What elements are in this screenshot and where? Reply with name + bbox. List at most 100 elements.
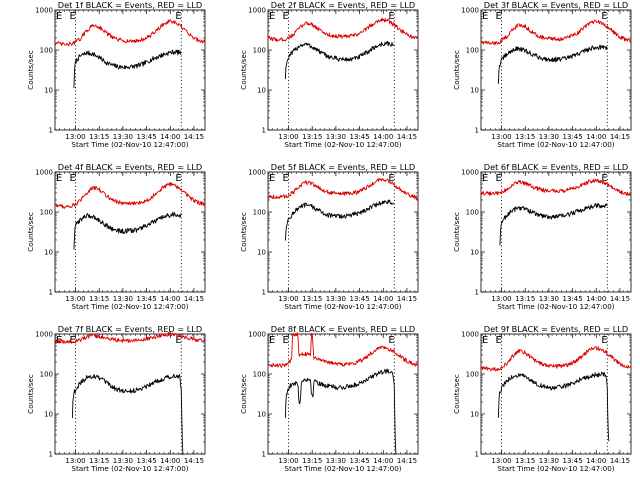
x-tick-label: 13:00 — [491, 295, 511, 303]
y-axis-label: Counts/sec — [26, 212, 35, 252]
edge-marker-label: E — [175, 11, 181, 22]
x-tick-label: 14:00 — [373, 295, 393, 303]
events-series-line — [73, 211, 182, 250]
y-tick-label: 10 — [257, 87, 266, 95]
x-tick-label: 14:15 — [610, 133, 630, 141]
edge-marker-label: E — [56, 11, 62, 22]
lld-series-line — [54, 19, 206, 47]
plot-title: Det 7f BLACK = Events, RED = LLD — [58, 324, 202, 334]
x-axis-label: Start Time (02-Nov-10 12:47:00) — [71, 464, 188, 473]
x-tick-label: 13:15 — [89, 457, 109, 465]
x-tick-label: 13:30 — [113, 295, 133, 303]
events-series-line — [284, 40, 395, 80]
x-tick-label: 13:15 — [302, 295, 322, 303]
x-tick-label: 14:15 — [184, 295, 204, 303]
lld-series-line — [267, 17, 419, 42]
edge-marker-label: E — [601, 11, 607, 22]
plot-frame — [267, 9, 419, 131]
plot-frame — [54, 333, 206, 455]
subplot-8: Det 8f BLACK = Events, RED = LLD 1 10 100 10… — [239, 324, 419, 473]
subplot-4: Det 4f BLACK = Events, RED = LLD 1 10 100 10… — [26, 162, 206, 311]
y-tick-label: 1 — [475, 289, 479, 297]
y-tick-label: 10 — [470, 249, 479, 257]
plot-title: Det 3f BLACK = Events, RED = LLD — [484, 0, 628, 10]
x-tick-label: 14:00 — [586, 457, 606, 465]
x-tick-label: 13:00 — [65, 457, 85, 465]
plot-frame — [267, 333, 419, 455]
subplot-7: Det 7f BLACK = Events, RED = LLD 1 10 100 10… — [26, 324, 206, 473]
edge-marker-label: E — [56, 173, 62, 184]
x-tick-label: 14:00 — [373, 133, 393, 141]
x-tick-label: 13:15 — [89, 133, 109, 141]
y-tick-label: 1 — [262, 289, 266, 297]
events-series-line — [497, 44, 608, 84]
y-tick-label: 10 — [44, 87, 53, 95]
lld-series-line — [480, 178, 632, 196]
subplot-1: Det 1f BLACK = Events, RED = LLD 1 10 100 10… — [26, 0, 206, 149]
plot-frame — [480, 333, 632, 455]
y-tick-label: 1 — [49, 289, 53, 297]
x-tick-label: 13:15 — [515, 133, 535, 141]
y-axis-label: Counts/sec — [452, 374, 461, 414]
x-tick-label: 14:00 — [586, 295, 606, 303]
plot-title: Det 1f BLACK = Events, RED = LLD — [58, 0, 202, 10]
x-tick-label: 13:00 — [278, 295, 298, 303]
x-tick-label: 13:45 — [562, 133, 582, 141]
x-axis-label: Start Time (02-Nov-10 12:47:00) — [71, 302, 188, 311]
events-series-line — [497, 371, 610, 442]
subplot-2: Det 2f BLACK = Events, RED = LLD 1 10 100 10… — [239, 0, 419, 149]
x-tick-label: 13:30 — [539, 133, 559, 141]
x-axis-label: Start Time (02-Nov-10 12:47:00) — [497, 302, 614, 311]
x-tick-label: 13:30 — [113, 457, 133, 465]
subplot-3: Det 3f BLACK = Events, RED = LLD 1 10 100 10… — [452, 0, 632, 149]
y-tick-label: 100 — [40, 209, 53, 217]
events-series-line — [284, 368, 397, 455]
x-tick-label: 14:15 — [397, 133, 417, 141]
lld-series-line — [480, 19, 631, 46]
x-tick-label: 13:30 — [113, 133, 133, 141]
edge-marker-label: E — [269, 173, 275, 184]
x-axis-label: Start Time (02-Nov-10 12:47:00) — [71, 140, 188, 149]
events-series-line — [71, 373, 184, 455]
edge-marker-label: E — [496, 11, 502, 22]
x-tick-label: 13:15 — [302, 457, 322, 465]
edge-marker-label: E — [175, 335, 181, 346]
plot-title: Det 9f BLACK = Events, RED = LLD — [484, 324, 628, 334]
edge-marker-label: E — [496, 173, 502, 184]
x-tick-label: 13:00 — [65, 295, 85, 303]
edge-marker-label: E — [70, 11, 76, 22]
plot-title: Det 4f BLACK = Events, RED = LLD — [58, 162, 202, 172]
x-tick-label: 13:45 — [349, 295, 369, 303]
x-tick-label: 13:45 — [349, 133, 369, 141]
edge-marker-label: E — [482, 335, 488, 346]
lld-series-line — [54, 182, 206, 209]
y-tick-label: 10 — [257, 411, 266, 419]
subplot-9: Det 9f BLACK = Events, RED = LLD 1 10 100 10… — [452, 324, 632, 473]
y-axis-label: Counts/sec — [239, 50, 248, 90]
y-axis-label: Counts/sec — [239, 212, 248, 252]
lld-series-line — [54, 331, 206, 344]
y-tick-label: 10 — [470, 87, 479, 95]
y-tick-label: 1 — [49, 451, 53, 459]
x-tick-label: 14:00 — [373, 457, 393, 465]
y-tick-label: 100 — [253, 371, 266, 379]
x-tick-label: 13:45 — [136, 133, 156, 141]
edge-marker-label: E — [388, 335, 394, 346]
y-tick-label: 100 — [466, 209, 479, 217]
y-tick-label: 1000 — [248, 169, 266, 177]
x-tick-label: 13:45 — [562, 457, 582, 465]
x-tick-label: 14:15 — [397, 457, 417, 465]
x-tick-label: 13:00 — [65, 133, 85, 141]
events-series-line — [73, 49, 182, 89]
x-tick-label: 13:45 — [136, 457, 156, 465]
x-axis-label: Start Time (02-Nov-10 12:47:00) — [497, 140, 614, 149]
x-tick-label: 14:00 — [586, 133, 606, 141]
edge-marker-label: E — [601, 335, 607, 346]
y-tick-label: 100 — [40, 371, 53, 379]
y-tick-label: 10 — [257, 249, 266, 257]
y-tick-label: 10 — [470, 411, 479, 419]
x-axis-label: Start Time (02-Nov-10 12:47:00) — [284, 140, 401, 149]
x-tick-label: 13:45 — [136, 295, 156, 303]
y-tick-label: 10 — [44, 411, 53, 419]
